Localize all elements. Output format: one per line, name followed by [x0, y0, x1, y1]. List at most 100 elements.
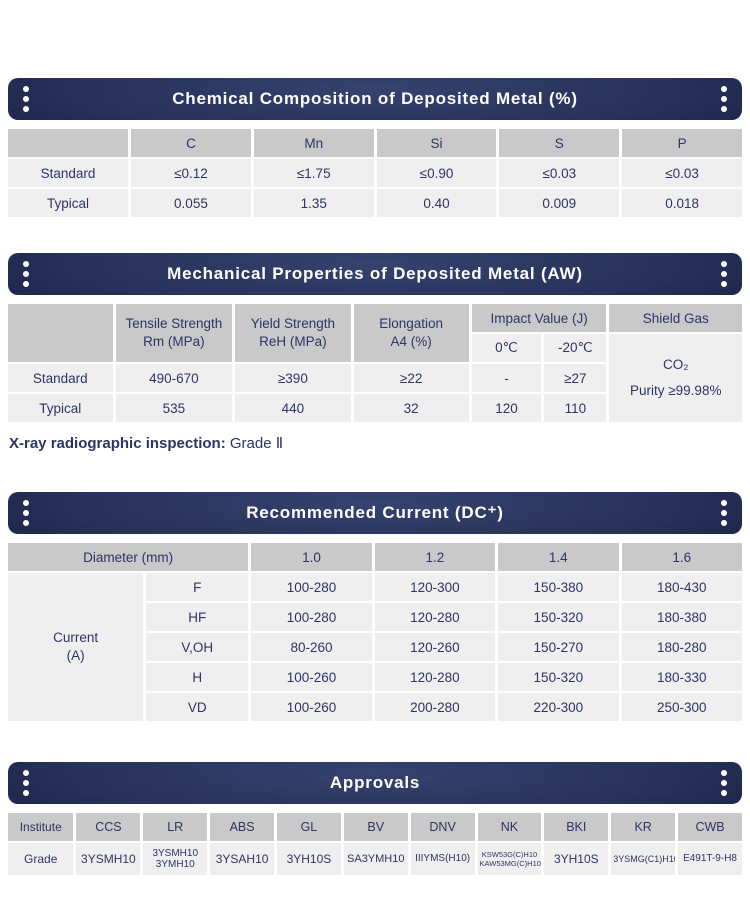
row-label: VD: [146, 693, 249, 721]
value-cell: ≤0.03: [499, 159, 620, 187]
value-cell: 120-300: [374, 573, 496, 601]
shield-gas-cell: CO₂ Purity ≥99.98%: [609, 334, 742, 422]
grip-dots-icon: [23, 86, 29, 112]
grip-dots-icon: [721, 500, 727, 526]
col-header: C: [131, 129, 251, 157]
value-cell: 200-280: [374, 693, 496, 721]
grip-dots-icon: [23, 261, 29, 287]
value-cell: 120-260: [374, 633, 496, 661]
value-cell: 100-260: [251, 663, 372, 691]
value-cell: 120-280: [374, 663, 496, 691]
col-header: S: [499, 129, 620, 157]
value-cell: ≤0.12: [131, 159, 251, 187]
table-row: Current (A) F 100-280 120-300 150-380 18…: [8, 573, 742, 721]
grade-cell: 3YH10S: [544, 843, 609, 875]
value-cell: ≥22: [353, 364, 469, 392]
value-cell: 535: [115, 394, 233, 422]
col-header: 1.6: [621, 543, 742, 571]
value-cell: 100-260: [251, 693, 372, 721]
value-cell: 150-380: [498, 573, 619, 601]
xray-inspection-value: Grade Ⅱ: [229, 435, 284, 452]
value-cell: ≤0.03: [622, 159, 742, 187]
sub-header: 0℃: [471, 334, 542, 362]
value-cell: ≤0.90: [376, 159, 497, 187]
section-title-chemical: Chemical Composition of Deposited Metal …: [172, 89, 578, 108]
institute-cell: LR: [143, 813, 208, 841]
value-cell: 250-300: [621, 693, 742, 721]
col-header: 1.0: [251, 543, 372, 571]
table-row: Diameter (mm) 1.0 1.2 1.4 1.6: [8, 543, 742, 571]
value-cell: 0.40: [376, 189, 497, 217]
institute-cell: BKI: [544, 813, 609, 841]
value-cell: ≤1.75: [253, 159, 374, 187]
grade-cell: IIIYMS(H10): [410, 843, 475, 875]
table-row: Standard ≤0.12 ≤1.75 ≤0.90 ≤0.03 ≤0.03: [8, 159, 742, 187]
value-cell: 150-320: [498, 603, 619, 631]
row-label: Typical: [8, 189, 129, 217]
table-row: Typical 535 440 32 120 110: [8, 394, 742, 422]
table-row: HF 100-280 120-280 150-320 180-380: [8, 603, 742, 631]
row-label: Grade: [8, 843, 74, 875]
col-header: P: [622, 129, 742, 157]
sub-header: -20℃: [544, 334, 607, 362]
institute-cell: BV: [343, 813, 408, 841]
table-row: Standard 490-670 ≥390 ≥22 - ≥27: [8, 364, 742, 392]
value-cell: ≥27: [544, 364, 607, 392]
value-cell: ≥390: [235, 364, 351, 392]
table-row: 0℃ -20℃ CO₂ Purity ≥99.98%: [8, 334, 742, 422]
section-title-mechanical: Mechanical Properties of Deposited Metal…: [167, 264, 583, 283]
col-header: 1.2: [374, 543, 496, 571]
grade-cell: KSW53G(C)H10 KAW53MG(C)H10: [477, 843, 542, 875]
col-header: Mn: [253, 129, 374, 157]
section-banner-mechanical: Mechanical Properties of Deposited Metal…: [8, 253, 742, 295]
col-header: Impact Value (J): [471, 304, 607, 332]
value-cell: 100-280: [251, 573, 372, 601]
table-row: Institute CCS LR ABS GL BV DNV NK BKI KR…: [8, 813, 742, 841]
grip-dots-icon: [721, 261, 727, 287]
value-cell: 0.055: [131, 189, 251, 217]
col-header: Elongation A4 (%): [353, 304, 469, 362]
institute-cell: KR: [611, 813, 676, 841]
col-header: Yield Strength ReH (MPa): [235, 304, 351, 362]
institute-cell: CCS: [76, 813, 141, 841]
table-row: Tensile Strength Rm (MPa) Yield Strength…: [8, 304, 742, 362]
grip-dots-icon: [721, 86, 727, 112]
value-cell: 80-260: [251, 633, 372, 661]
value-cell: 0.009: [499, 189, 620, 217]
table-row: H 100-260 120-280 150-320 180-330: [8, 663, 742, 691]
row-group-label: Current (A): [8, 573, 144, 721]
row-label: Standard: [8, 364, 113, 392]
grade-cell: 3YH10S: [277, 843, 341, 875]
section-title-current: Recommended Current (DC⁺): [246, 503, 504, 522]
table-row: VD 100-260 200-280 220-300 250-300: [8, 693, 742, 721]
value-cell: 180-380: [621, 603, 742, 631]
value-cell: 120: [471, 394, 542, 422]
value-cell: 180-430: [621, 573, 742, 601]
value-cell: 100-280: [251, 603, 372, 631]
grade-cell: 3YSMH10 3YMH10: [143, 843, 208, 875]
col-header: Tensile Strength Rm (MPa): [115, 304, 233, 362]
row-label: F: [146, 573, 249, 601]
grip-dots-icon: [23, 500, 29, 526]
section-title-approvals: Approvals: [329, 773, 421, 792]
mechanical-properties-table: Tensile Strength Rm (MPa) Yield Strength…: [5, 302, 745, 424]
row-label: Institute: [8, 813, 74, 841]
grade-cell: SA3YMH10: [343, 843, 408, 875]
value-cell: 1.35: [253, 189, 374, 217]
corner-cell: [8, 129, 129, 157]
institute-cell: GL: [277, 813, 341, 841]
col-header: 1.4: [498, 543, 619, 571]
row-label: H: [146, 663, 249, 691]
value-cell: 0.018: [622, 189, 742, 217]
value-cell: 32: [353, 394, 469, 422]
xray-inspection-note: X-ray radiographic inspection: Grade Ⅱ: [9, 434, 742, 452]
xray-inspection-label: X-ray radiographic inspection:: [9, 435, 226, 452]
corner-cell: [8, 304, 113, 362]
recommended-current-table: Diameter (mm) 1.0 1.2 1.4 1.6 Current (A…: [5, 541, 745, 723]
grade-cell: 3YSMG(C1)H10: [611, 843, 676, 875]
value-cell: 440: [235, 394, 351, 422]
col-header: Shield Gas: [609, 304, 742, 332]
institute-cell: DNV: [410, 813, 475, 841]
value-cell: 150-320: [498, 663, 619, 691]
